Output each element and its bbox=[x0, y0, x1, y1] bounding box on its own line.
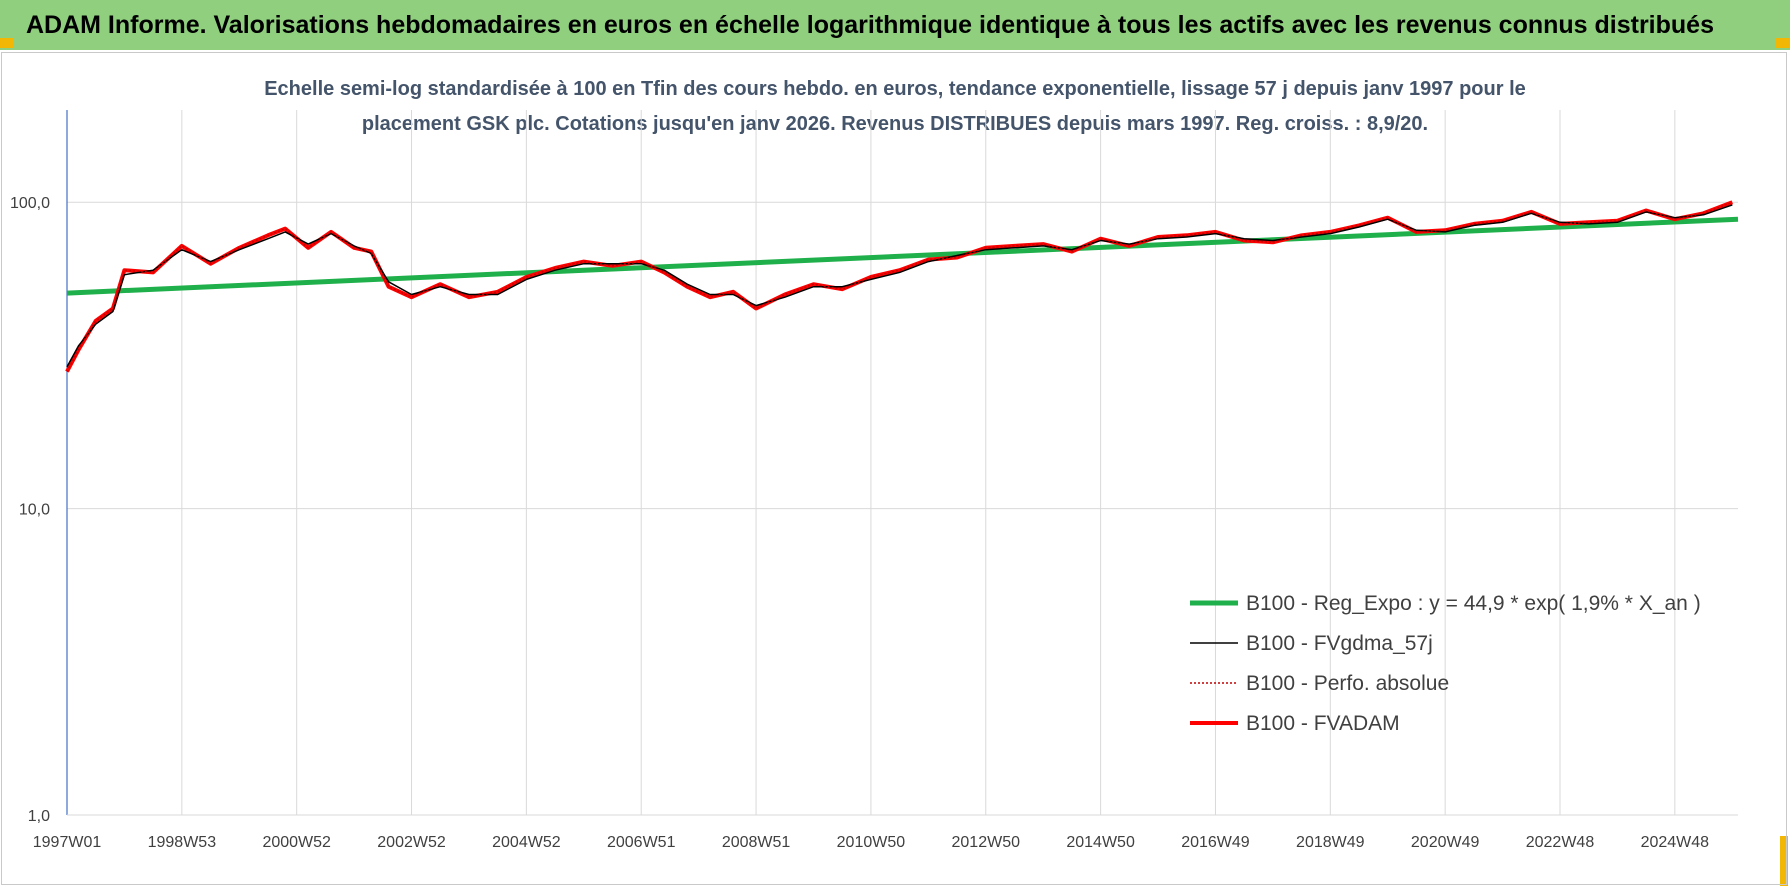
chart-frame bbox=[1, 52, 1787, 885]
legend-label: B100 - FVADAM bbox=[1246, 712, 1400, 735]
y-tick-label: 1,0 bbox=[28, 808, 50, 825]
x-tick-label: 2024W48 bbox=[1641, 834, 1710, 851]
y-tick-label: 100,0 bbox=[10, 195, 50, 212]
x-tick-label: 2008W51 bbox=[722, 834, 791, 851]
x-tick-label: 2018W49 bbox=[1296, 834, 1365, 851]
x-tick-label: 2002W52 bbox=[377, 834, 446, 851]
corner-marker-right bbox=[1776, 38, 1790, 48]
legend-label: B100 - Perfo. absolue bbox=[1246, 672, 1449, 695]
x-tick-label: 1998W53 bbox=[148, 834, 217, 851]
chart-subtitle: Echelle semi-log standardisée à 100 en T… bbox=[180, 72, 1610, 142]
series-line-3 bbox=[65, 200, 1734, 373]
x-tick-label: 2014W50 bbox=[1066, 834, 1135, 851]
report-title-banner: ADAM Informe. Valorisations hebdomadaire… bbox=[0, 0, 1790, 50]
legend-label: B100 - FVgdma_57j bbox=[1246, 632, 1433, 655]
x-tick-label: 2016W49 bbox=[1181, 834, 1250, 851]
series-line-0 bbox=[66, 216, 1739, 296]
chart-subtitle-line1: Echelle semi-log standardisée à 100 en T… bbox=[264, 78, 1526, 100]
corner-marker-bottom-right bbox=[1780, 836, 1788, 886]
x-tick-label: 2006W51 bbox=[607, 834, 676, 851]
x-tick-label: 1997W01 bbox=[33, 834, 102, 851]
x-tick-label: 2020W49 bbox=[1411, 834, 1480, 851]
x-tick-label: 2000W52 bbox=[262, 834, 331, 851]
legend-label: B100 - Reg_Expo : y = 44,9 * exp( 1,9% *… bbox=[1246, 592, 1701, 615]
report-title: ADAM Informe. Valorisations hebdomadaire… bbox=[26, 11, 1714, 39]
x-tick-label: 2022W48 bbox=[1526, 834, 1595, 851]
series-line-2 bbox=[66, 201, 1733, 372]
corner-marker-left bbox=[0, 38, 14, 48]
y-tick-label: 10,0 bbox=[19, 502, 50, 519]
x-tick-label: 2004W52 bbox=[492, 834, 561, 851]
x-tick-label: 2012W50 bbox=[952, 834, 1021, 851]
chart-subtitle-line2: placement GSK plc. Cotations jusqu'en ja… bbox=[361, 113, 1429, 135]
x-tick-label: 2010W50 bbox=[837, 834, 906, 851]
